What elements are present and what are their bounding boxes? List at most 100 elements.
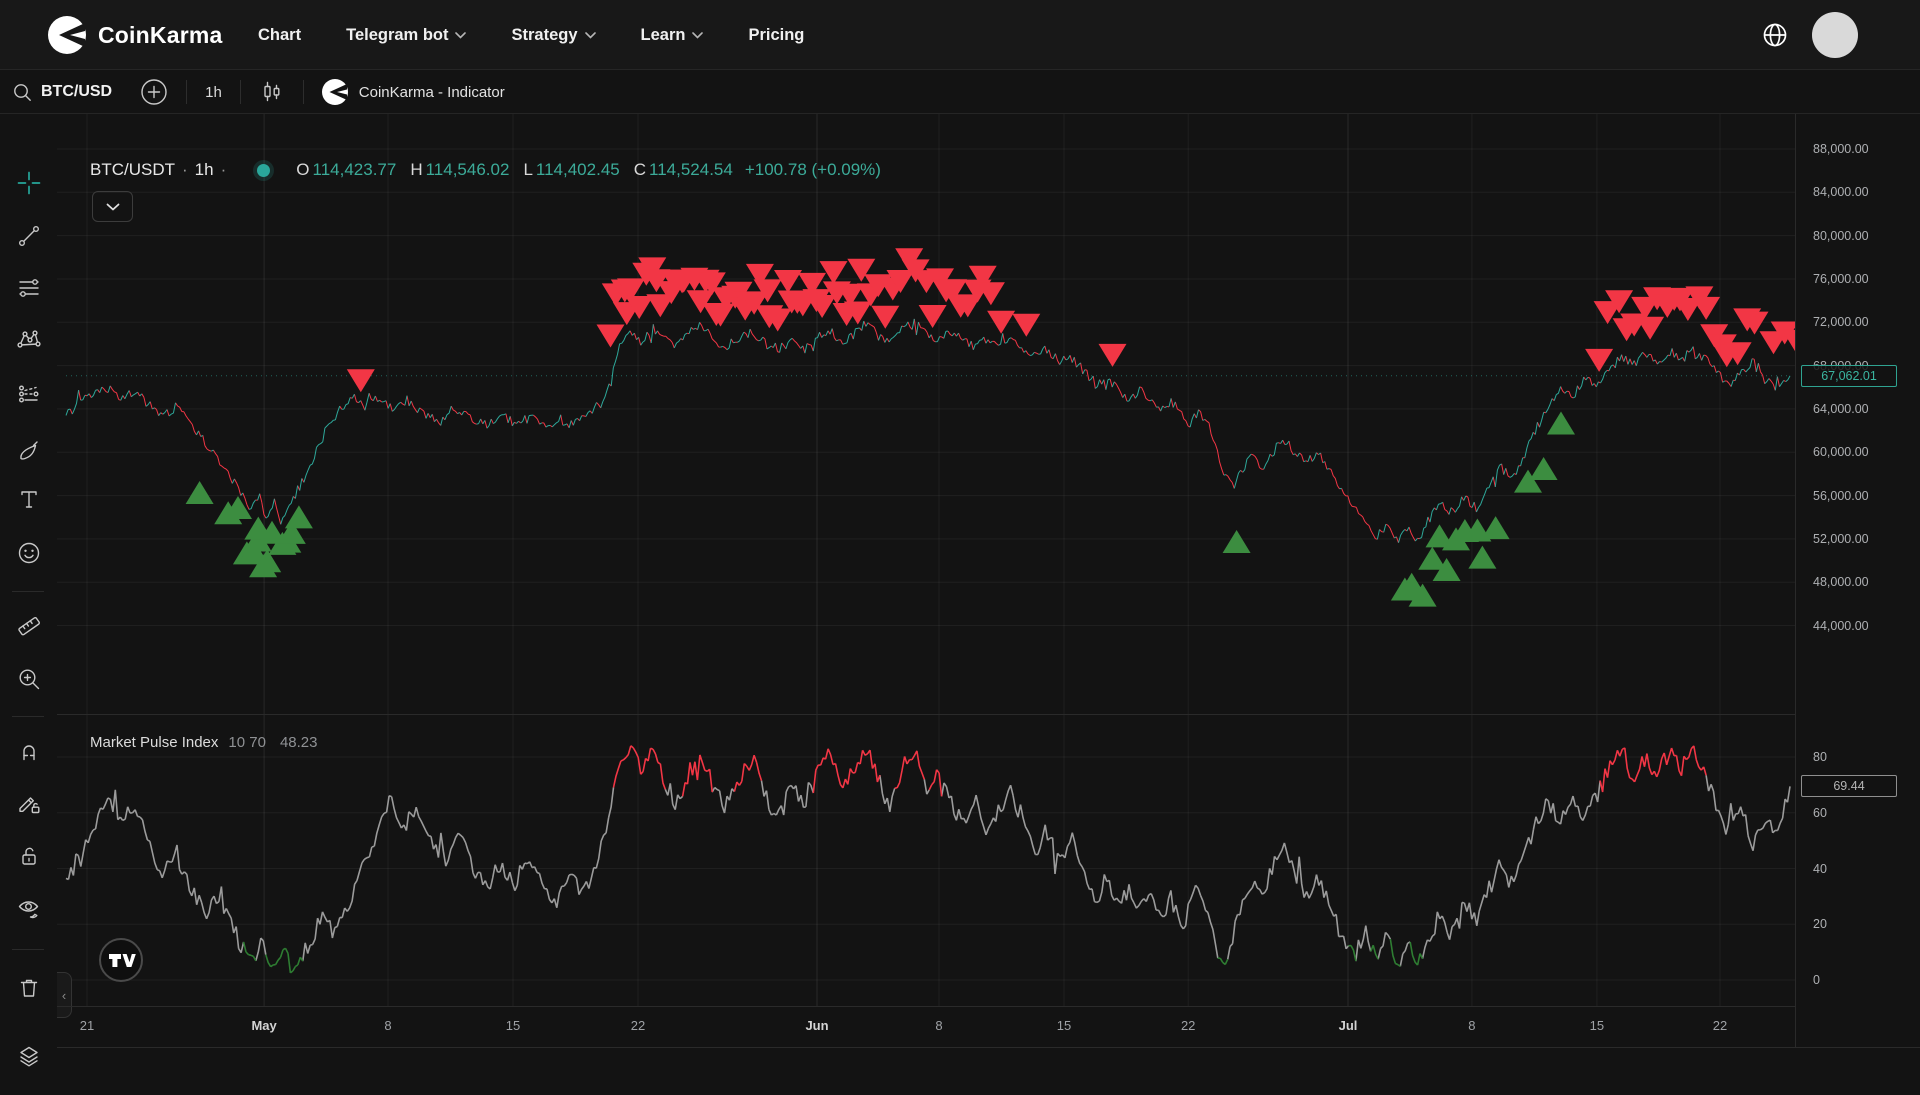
magnet-tool[interactable]	[14, 736, 44, 766]
chart-toolbar: BTC/USD 1h CoinKarma - Indicator	[0, 71, 1920, 114]
nav-items: Chart Telegram bot Strategy Learn Pricing	[258, 0, 804, 70]
sell-signal-marker	[987, 310, 1016, 334]
zoom-in-tool[interactable]	[14, 664, 44, 694]
nav-item-strategy[interactable]: Strategy	[511, 26, 596, 45]
fib-lines-tool[interactable]	[14, 273, 44, 303]
compare-add-button[interactable]	[140, 78, 168, 106]
nav-item-label: Learn	[640, 25, 686, 44]
sell-signal-marker	[1782, 329, 1795, 352]
close-value: 114,524.54	[649, 160, 733, 179]
sell-signal-marker	[346, 369, 375, 393]
chart-style-button[interactable]	[259, 79, 285, 105]
sell-signal-marker	[968, 265, 997, 289]
chevron-down-icon	[692, 31, 704, 39]
brush-tool[interactable]	[14, 436, 44, 466]
ruler-tool-icon	[18, 616, 41, 636]
nav-item-pricing[interactable]: Pricing	[748, 26, 804, 45]
lock-all-tool[interactable]	[14, 841, 44, 871]
lock-all-tool-icon	[22, 847, 36, 865]
symbol-search[interactable]: BTC/USD	[12, 82, 112, 103]
chart-area[interactable]: BTC/USDT · 1h · O 114,423.77 H 114,546.0…	[57, 114, 1920, 1048]
brush-tool-icon	[20, 441, 38, 460]
price-series-up	[65, 318, 1791, 543]
buy-signal-marker	[1529, 457, 1558, 480]
interval-button[interactable]: 1h	[205, 84, 222, 101]
time-axis-label: 8	[1468, 1018, 1476, 1033]
pane-divider[interactable]	[57, 714, 1795, 715]
text-tool[interactable]	[14, 484, 44, 514]
buy-signal-marker	[185, 481, 214, 504]
sell-signal-marker	[1012, 313, 1041, 337]
price-axis-label: 56,000.00	[1813, 488, 1869, 503]
tools-divider	[12, 591, 44, 592]
chevron-down-icon	[106, 203, 119, 210]
legend-separator: ·	[182, 160, 188, 179]
last-price-badge: 67,062.01	[1801, 364, 1897, 387]
legend-symbol[interactable]: BTC/USDT	[90, 160, 175, 179]
drawing-lock-tool[interactable]	[14, 788, 44, 818]
sell-signal-marker	[819, 261, 848, 285]
price-axis-label: 64,000.00	[1813, 401, 1869, 416]
chevron-down-icon	[455, 31, 467, 39]
mpi-series-hot	[612, 745, 1707, 797]
price-series-down	[69, 318, 1787, 543]
nav-item-chart[interactable]: Chart	[258, 26, 301, 45]
mpi-axis-label: 40	[1813, 861, 1827, 876]
toolbar-divider	[302, 80, 304, 104]
price-axis-label: 72,000.00	[1813, 315, 1869, 330]
mpi-title[interactable]: Market Pulse Index	[90, 734, 219, 751]
price-pane[interactable]	[57, 114, 1795, 714]
user-avatar[interactable]	[1812, 12, 1858, 58]
delete-drawings-tool[interactable]	[14, 973, 44, 1003]
magnet-tool-icon	[23, 745, 35, 761]
tradingview-logo-icon[interactable]	[98, 937, 144, 983]
emoji-tool[interactable]	[14, 538, 44, 568]
indicator-status-dot[interactable]	[257, 163, 271, 177]
sell-signal-marker	[686, 290, 715, 314]
sell-signal-marker	[871, 305, 900, 329]
sell-signal-marker	[706, 303, 735, 327]
sell-signal-marker	[953, 294, 982, 318]
sell-signal-marker	[638, 257, 667, 281]
nav-item-telegram-bot[interactable]: Telegram bot	[346, 26, 467, 45]
hide-drawings-tool[interactable]	[14, 894, 44, 924]
time-axis-label: 15	[1589, 1018, 1605, 1033]
indicator-menu[interactable]: CoinKarma - Indicator	[321, 79, 505, 105]
zoom-in-tool-icon	[19, 669, 40, 690]
sell-signal-marker	[976, 282, 1005, 306]
sell-signal-marker	[763, 308, 792, 332]
nav-item-learn[interactable]: Learn	[641, 26, 704, 45]
language-globe-icon[interactable]	[1760, 20, 1790, 50]
forecast-tool[interactable]	[14, 379, 44, 409]
high-label: H	[410, 160, 423, 179]
coinkarma-mini-logo-icon	[321, 79, 348, 105]
low-value: 114,402.45	[535, 160, 620, 179]
sell-signal-marker	[697, 272, 726, 296]
time-axis[interactable]: 21 May 8 15 22 Jun 8 15 22 Jul 8 15 22	[57, 1006, 1795, 1048]
xabcd-pattern-tool[interactable]	[14, 324, 44, 354]
plus-circle-icon	[141, 79, 167, 105]
close-label: C	[633, 160, 647, 179]
hide-drawings-tool-icon	[18, 901, 39, 919]
time-axis-label: 15	[505, 1018, 521, 1033]
mpi-pane[interactable]	[57, 715, 1795, 1006]
open-value: 114,423.77	[312, 160, 397, 179]
forecast-tool-icon	[19, 385, 39, 403]
legend-interval[interactable]: 1h	[194, 160, 214, 179]
buy-signal-marker	[1468, 545, 1497, 569]
trend-line-tool[interactable]	[14, 221, 44, 251]
price-axis[interactable]: 88,000.00 84,000.00 80,000.00 76,000.00 72,0…	[1795, 114, 1920, 1048]
buy-signal-marker	[1481, 516, 1510, 540]
sell-signal-marker	[625, 296, 654, 319]
main-nav: CoinKarma Chart Telegram bot Strategy Learn…	[0, 0, 1920, 70]
crosshair-tool[interactable]	[14, 168, 44, 198]
layers-tool[interactable]	[14, 1041, 44, 1071]
open-label: O	[296, 160, 310, 179]
brand[interactable]: CoinKarma	[48, 16, 223, 54]
sell-signal-marker	[1631, 296, 1660, 320]
sell-signal-marker	[745, 263, 774, 287]
ruler-tool[interactable]	[14, 611, 44, 641]
buy-signal-marker	[1547, 411, 1575, 435]
price-axis-label: 84,000.00	[1813, 185, 1869, 200]
legend-expand-button[interactable]	[92, 191, 133, 222]
